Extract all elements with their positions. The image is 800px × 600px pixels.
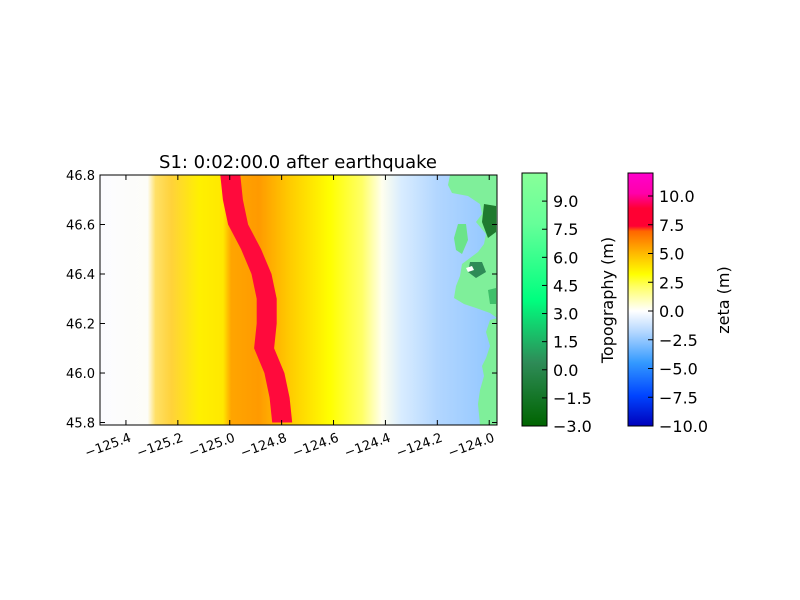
coastline-land [448,175,497,425]
x-tick-label: −124.2 [394,431,444,462]
colorbar-tick-label: 6.0 [553,248,578,267]
x-tick-label: −125.2 [135,431,185,462]
x-tick-label: −124.6 [291,431,341,462]
colorbar-tick-label: 5.0 [659,245,684,264]
colorbar-tick-label: 10.0 [659,187,695,206]
x-tick-label: −125.4 [83,431,133,462]
plot-frame [99,174,498,426]
topography-colorbar-bar [521,172,548,427]
x-tick-label: −124.0 [446,431,496,462]
y-tick-label: 46.4 [66,268,95,283]
topography-colorbar: −3.0 −1.5 0.0 1.5 3.0 4.5 6.0 7.5 9.0 Topography… [521,172,617,436]
colorbar-tick-label: 7.5 [553,220,578,239]
y-axis: 45.8 46.0 46.2 46.4 46.6 46.8 [66,169,497,432]
colorbar-tick-label: 3.0 [553,305,578,324]
y-tick-label: 45.8 [66,417,95,432]
zeta-colorbar: −10.0 −7.5 −5.0 −2.5 0.0 2.5 5.0 7.5 10.0 zeta (… [627,172,733,436]
colorbar-tick-label: 1.5 [553,333,578,352]
zeta-colorbar-label: zeta (m) [714,266,733,333]
colorbar-tick-label: −2.5 [659,331,698,350]
y-tick-label: 46.8 [66,169,95,184]
y-tick-label: 46.0 [66,367,95,382]
colorbar-tick-label: −3.0 [553,417,592,436]
zeta-colorbar-bar [627,172,654,427]
plot-area: −125.4 −125.2 −125.0 −124.8 −124.6 −124.4 −124… [66,169,498,462]
chart-title: S1: 0:02:00.0 after earthquake [159,152,437,173]
x-tick-label: −124.4 [342,431,392,462]
colorbar-tick-label: −5.0 [659,360,698,379]
wave-crest [220,175,293,423]
colorbar-tick-label: −1.5 [553,389,592,408]
y-tick-label: 46.6 [66,219,95,234]
y-tick-label: 46.2 [66,318,95,333]
x-tick-label: −124.8 [239,431,289,462]
colorbar-tick-label: −7.5 [659,388,698,407]
colorbar-tick-label: 4.5 [553,276,578,295]
colorbar-tick-label: 0.0 [659,302,684,321]
topography-colorbar-label: Topography (m) [598,237,617,364]
colorbar-tick-label: −10.0 [659,417,708,436]
colorbar-tick-label: 9.0 [553,192,578,211]
colorbar-tick-label: 0.0 [553,361,578,380]
zeta-field [100,175,497,425]
x-tick-label: −125.0 [187,431,237,462]
colorbar-tick-label: 2.5 [659,273,684,292]
colorbar-tick-label: 7.5 [659,216,684,235]
